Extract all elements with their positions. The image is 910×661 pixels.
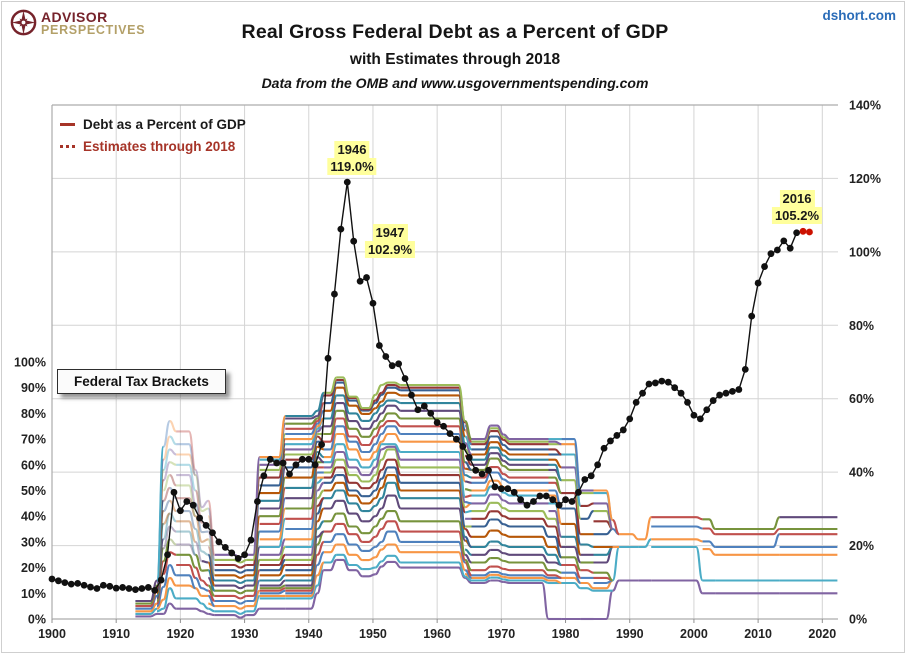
title-block: Real Gross Federal Debt as a Percent of …	[120, 21, 790, 91]
annotation-1946-year: 1946	[334, 141, 370, 158]
svg-text:0%: 0%	[28, 613, 46, 627]
annotation-1947: 1947 102.9%	[364, 224, 416, 258]
svg-text:20%: 20%	[21, 561, 46, 575]
svg-text:30%: 30%	[21, 535, 46, 549]
estimate-markers	[799, 227, 813, 236]
dotted-line-swatch	[60, 144, 75, 148]
svg-text:100%: 100%	[849, 245, 881, 259]
left-axis-labels: 0% 10% 20% 30% 40% 50% 60% 70% 80% 90% 100%	[14, 356, 46, 627]
svg-text:140%: 140%	[849, 99, 881, 113]
logo-advisor-text: ADVISOR	[41, 9, 108, 25]
right-axis-labels: 0% 20% 40% 60% 80% 100% 120% 140%	[849, 99, 881, 627]
svg-text:20%: 20%	[849, 539, 874, 553]
svg-text:0%: 0%	[849, 613, 867, 627]
page-subtitle: with Estimates through 2018	[349, 51, 561, 68]
svg-text:100%: 100%	[14, 356, 46, 370]
svg-text:90%: 90%	[21, 381, 46, 395]
x-axis-labels: 1900 1910 1920 1930 1940 1950 1960 1970 1980 1990…	[38, 627, 836, 641]
svg-text:2020: 2020	[808, 627, 836, 641]
dshort-link[interactable]: dshort.com	[822, 8, 896, 23]
svg-text:40%: 40%	[849, 466, 874, 480]
page-title: Real Gross Federal Debt as a Percent of …	[241, 21, 669, 43]
solid-line-swatch	[60, 122, 75, 126]
annotation-1947-value: 102.9%	[364, 241, 416, 258]
tax-bracket-lines	[135, 376, 838, 621]
advisor-perspectives-logo: ADVISOR PERSPECTIVES	[10, 9, 145, 37]
svg-text:1960: 1960	[423, 627, 451, 641]
data-source-note: Data from the OMB and www.usgovernmentsp…	[261, 75, 649, 91]
svg-text:1970: 1970	[487, 627, 515, 641]
legend-debt-label: Debt as a Percent of GDP	[83, 116, 246, 132]
svg-text:1940: 1940	[295, 627, 323, 641]
legend-item-debt: Debt as a Percent of GDP	[60, 113, 246, 135]
svg-text:2010: 2010	[744, 627, 772, 641]
svg-text:40%: 40%	[21, 510, 46, 524]
annotation-2016-value: 105.2%	[771, 207, 823, 224]
debt-markers	[48, 178, 801, 594]
svg-text:60%: 60%	[849, 392, 874, 406]
plot-border	[51, 104, 838, 623]
svg-text:1920: 1920	[166, 627, 194, 641]
logo-perspectives-text: PERSPECTIVES	[41, 23, 146, 37]
svg-text:1900: 1900	[38, 627, 66, 641]
federal-tax-brackets-label: Federal Tax Brackets	[57, 369, 226, 394]
svg-text:60%: 60%	[21, 458, 46, 472]
legend-estimates-label: Estimates through 2018	[83, 138, 236, 154]
svg-text:80%: 80%	[849, 319, 874, 333]
svg-text:1990: 1990	[616, 627, 644, 641]
svg-text:120%: 120%	[849, 172, 881, 186]
annotation-2016: 2016 105.2%	[771, 190, 823, 224]
svg-text:80%: 80%	[21, 407, 46, 421]
svg-text:1980: 1980	[552, 627, 580, 641]
legend-item-estimates: Estimates through 2018	[60, 135, 246, 157]
svg-text:1930: 1930	[231, 627, 259, 641]
svg-text:50%: 50%	[21, 484, 46, 498]
svg-text:1910: 1910	[102, 627, 130, 641]
annotation-1947-year: 1947	[372, 224, 408, 241]
annotation-2016-year: 2016	[779, 190, 815, 207]
annotation-1946-value: 119.0%	[327, 158, 377, 175]
svg-text:1950: 1950	[359, 627, 387, 641]
annotation-1946: 1946 119.0%	[327, 141, 377, 175]
legend: Debt as a Percent of GDP Estimates throu…	[60, 113, 246, 157]
svg-text:70%: 70%	[21, 433, 46, 447]
svg-text:2000: 2000	[680, 627, 708, 641]
compass-icon	[10, 9, 37, 36]
svg-text:10%: 10%	[21, 587, 46, 601]
